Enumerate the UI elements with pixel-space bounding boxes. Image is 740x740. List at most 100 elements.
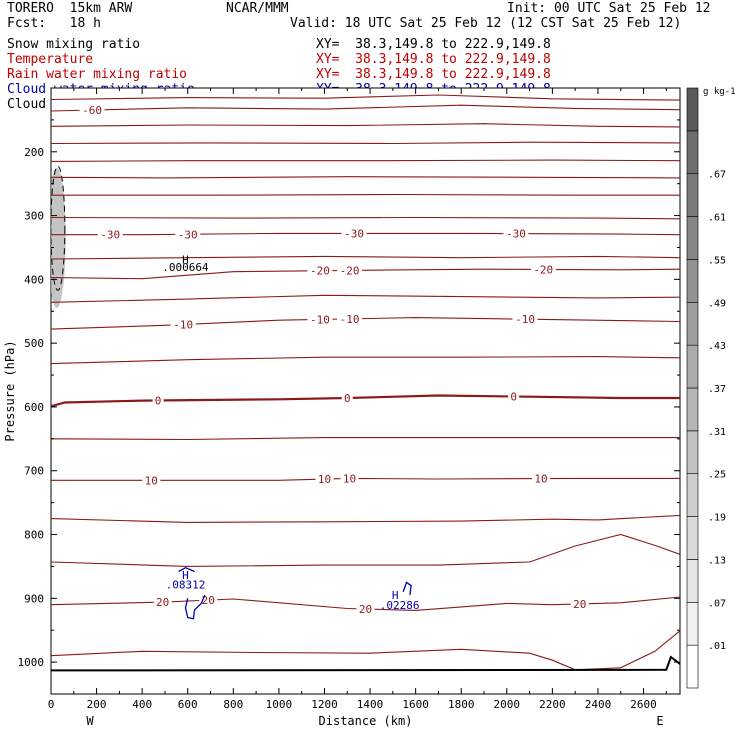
isotherm-label: -10 (515, 313, 535, 326)
org-title: NCAR/MMM (226, 1, 289, 16)
y-tick-label: 400 (24, 273, 44, 286)
isotherm-label-bg (341, 227, 367, 240)
snow-mixing-shading (51, 165, 66, 308)
isotherm-line (51, 159, 680, 162)
x-tick-label: 2200 (539, 698, 566, 711)
east-end-label: E (656, 714, 663, 728)
plot-frame (50, 87, 681, 695)
colorbar-swatch (686, 601, 699, 646)
max-annotation: .000664 (162, 261, 209, 274)
isotherm-label-bg (356, 603, 375, 616)
isotherm-label: 0 (344, 392, 351, 405)
cloud-ice-contour (51, 165, 66, 291)
isotherm-line (51, 176, 680, 179)
isotherm-label: 10 (343, 472, 356, 485)
colorbar-swatch (686, 173, 699, 217)
y-axis-title: Pressure (hPa) (3, 340, 17, 441)
model-title: TORERO 15km ARW (7, 1, 133, 16)
x-tick-label: 1400 (357, 698, 384, 711)
legend-xy-range: XY= 38.3,149.8 to 222.9,149.8 (316, 37, 551, 52)
x-tick-label: 200 (87, 698, 107, 711)
colorbar-swatch (686, 387, 699, 432)
colorbar-swatch (686, 259, 699, 303)
isotherm-label: -60 (82, 104, 102, 117)
colorbar-swatch (686, 559, 699, 603)
cloud-water-contour (184, 594, 206, 620)
cloud-water-contour (402, 581, 412, 596)
isotherm-label-bg (175, 228, 201, 241)
colorbar-label: .43 (708, 341, 726, 352)
cloud-water-contours (178, 566, 412, 620)
legend-row: Snow mixing ratio XY= 38.3,149.8 to 222.9… (0, 37, 740, 52)
isotherm-label-bg (97, 228, 123, 241)
isotherm-label-bg (503, 227, 529, 240)
west-end-label: W (86, 714, 94, 728)
legend-row: Temperature XY= 38.3,149.8 to 222.9,149.8 (0, 52, 740, 67)
isotherm-label: -10 (340, 313, 360, 326)
colorbar-label: .67 (708, 170, 726, 181)
isotherm-label-bg (307, 264, 333, 277)
isotherm-label-bg (152, 394, 164, 407)
isotherm-label: 0 (155, 394, 162, 407)
isotherm-label-bg (341, 392, 353, 405)
cloud-water-contour (178, 566, 195, 573)
x-tick-label: 800 (223, 698, 243, 711)
isotherm-label-bg (340, 472, 359, 485)
x-tick-label: 600 (178, 698, 198, 711)
colorbar-label: .37 (708, 384, 726, 395)
y-tick-label: 200 (24, 146, 44, 159)
y-tick-label: 300 (24, 210, 44, 223)
max-annotation: H (392, 589, 399, 602)
isotherm-line (51, 630, 680, 671)
colorbar-label: .31 (708, 427, 726, 438)
x-tick-label: 2400 (585, 698, 612, 711)
isotherm-line (51, 141, 680, 145)
isotherm-label: -20 (533, 263, 553, 276)
isotherm-label-bg (508, 390, 520, 403)
isotherm-label-bg (337, 264, 363, 277)
legend-row: Rain water mixing ratio XY= 38.3,149.8 to… (0, 67, 740, 82)
isotherm-label-bg (315, 473, 334, 486)
isotherm-line (51, 193, 680, 196)
colorbar-swatch (686, 87, 699, 132)
colorbar-label: .13 (708, 555, 726, 566)
isotherm-label: -30 (344, 227, 364, 240)
legend-label: Temperature (7, 52, 94, 67)
isotherm-label-bg (170, 318, 196, 331)
isotherm-label: 20 (573, 598, 586, 611)
isotherm-line (51, 123, 680, 128)
legend-xy-range: XY= 38.3,149.8 to 222.9,149.8 (316, 67, 551, 82)
y-tick-label: 900 (24, 592, 44, 605)
isotherm-label: 20 (156, 596, 169, 609)
isotherm-label: -30 (506, 228, 526, 241)
isotherm-label-bg (337, 312, 363, 325)
isotherm-label: 20 (202, 594, 215, 607)
x-axis-title: Distance (km) (319, 714, 413, 728)
isotherm-label: 20 (359, 603, 372, 616)
isotherm-label-bg (531, 472, 550, 485)
x-axis: 0 200 400 600 800 1000 1200 1400 1600 1800 2000 220… (48, 88, 667, 728)
isotherm-label: 10 (534, 473, 547, 486)
colorbar-swatch (686, 344, 699, 389)
isotherm-label-bg (307, 313, 333, 326)
isotherm-label-bg (530, 263, 556, 276)
isotherm-line (51, 437, 680, 441)
colorbar-label: .49 (708, 298, 726, 309)
y-tick-label: 500 (24, 337, 44, 350)
y-tick-label: 800 (24, 529, 44, 542)
valid-time: Valid: 18 UTC Sat 25 Feb 12 (12 CST Sat … (290, 16, 682, 31)
isotherm-line (51, 294, 680, 303)
colorbar-swatch (686, 516, 699, 560)
y-tick-label: 700 (24, 465, 44, 478)
colorbar-swatch (686, 130, 699, 175)
isotherm-label: 10 (318, 473, 331, 486)
x-tick-label: 1800 (448, 698, 475, 711)
colorbar-swatch (686, 430, 699, 475)
isotherm-label: -20 (340, 264, 360, 277)
isotherm-line (51, 514, 680, 523)
colorbar-label: .61 (708, 213, 726, 224)
colorbar-swatch (686, 216, 699, 260)
colorbar-swatch (686, 473, 699, 517)
colorbar-label: .19 (708, 513, 726, 524)
temperature-contours: -60 -30 -30 -30 -30 -20 -20 -20 -10 -10 -10 -10 0 0 0 1… (51, 94, 680, 671)
